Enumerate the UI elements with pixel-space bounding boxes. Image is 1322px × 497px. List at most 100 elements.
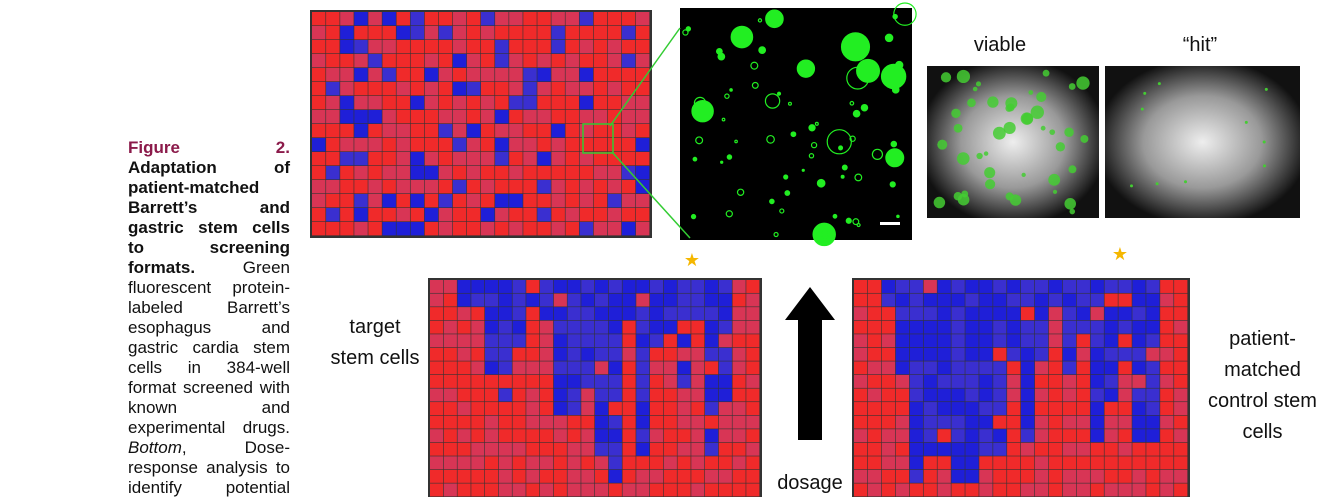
well (636, 26, 649, 39)
well (526, 416, 539, 429)
well (467, 110, 480, 123)
well (444, 429, 457, 442)
well (453, 54, 466, 67)
well (368, 96, 381, 109)
well (979, 334, 992, 347)
well (623, 294, 636, 307)
well (581, 483, 594, 496)
well (444, 402, 457, 415)
well (882, 402, 895, 415)
well (854, 334, 867, 347)
well (746, 483, 759, 496)
well (678, 375, 691, 388)
organoid (797, 60, 814, 77)
well (594, 68, 607, 81)
well (691, 348, 704, 361)
well (513, 389, 526, 402)
well (650, 402, 663, 415)
well (910, 483, 923, 496)
well (1063, 443, 1076, 456)
well (868, 429, 881, 442)
well (382, 68, 395, 81)
well (965, 416, 978, 429)
well (581, 429, 594, 442)
well (485, 416, 498, 429)
well (910, 443, 923, 456)
well (733, 294, 746, 307)
well (705, 361, 718, 374)
well (526, 402, 539, 415)
well (979, 280, 992, 293)
well (368, 12, 381, 25)
well (537, 180, 550, 193)
organoid (1041, 126, 1046, 131)
well (608, 166, 621, 179)
well (551, 138, 564, 151)
well (1174, 483, 1187, 496)
well (951, 348, 964, 361)
well (924, 361, 937, 374)
well (430, 321, 443, 334)
well (326, 12, 339, 25)
well (951, 443, 964, 456)
well (439, 96, 452, 109)
well (1146, 348, 1159, 361)
well (1035, 429, 1048, 442)
well (340, 82, 353, 95)
well (1160, 334, 1173, 347)
well (312, 166, 325, 179)
well (354, 110, 367, 123)
organoid (778, 92, 781, 95)
organoid (839, 146, 843, 150)
well (664, 443, 677, 456)
well (938, 321, 951, 334)
well (481, 138, 494, 151)
well (509, 180, 522, 193)
well (896, 429, 909, 442)
well (509, 138, 522, 151)
organoid (842, 33, 870, 61)
well (526, 321, 539, 334)
well (580, 152, 593, 165)
well (746, 402, 759, 415)
well (1174, 456, 1187, 469)
well (425, 40, 438, 53)
well (312, 180, 325, 193)
well (1063, 456, 1076, 469)
well (439, 68, 452, 81)
well (458, 334, 471, 347)
well (425, 208, 438, 221)
well (467, 222, 480, 235)
well (1091, 348, 1104, 361)
well (430, 348, 443, 361)
well (993, 483, 1006, 496)
well (509, 166, 522, 179)
well (910, 334, 923, 347)
well (595, 483, 608, 496)
well (609, 416, 622, 429)
well (382, 152, 395, 165)
well (326, 82, 339, 95)
well (1105, 443, 1118, 456)
well (623, 483, 636, 496)
organoid (759, 47, 766, 54)
well (354, 68, 367, 81)
well (608, 208, 621, 221)
well (526, 470, 539, 483)
well (382, 54, 395, 67)
well (551, 96, 564, 109)
well (979, 416, 992, 429)
well (746, 375, 759, 388)
well (430, 375, 443, 388)
well (1105, 470, 1118, 483)
well (537, 152, 550, 165)
well (1063, 361, 1076, 374)
well (411, 124, 424, 137)
well (1146, 402, 1159, 415)
well (691, 280, 704, 293)
well (382, 82, 395, 95)
well (495, 194, 508, 207)
well (467, 138, 480, 151)
well (537, 54, 550, 67)
well (1132, 389, 1145, 402)
